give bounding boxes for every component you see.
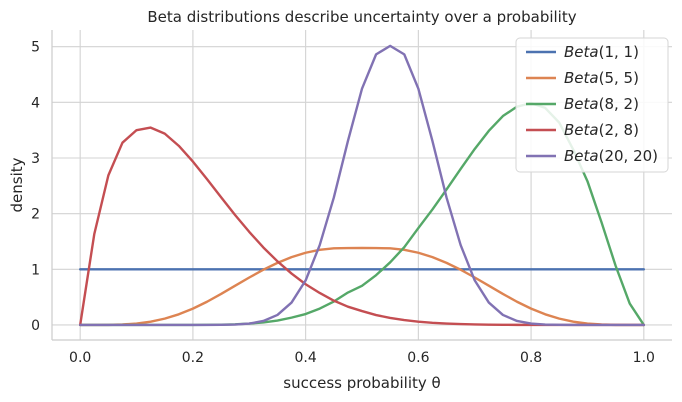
- y-tick-label: 4: [31, 95, 40, 111]
- y-tick-label: 1: [31, 262, 40, 278]
- legend-label: Beta(5, 5): [564, 69, 639, 87]
- tick-labels: 0.0 0.2 0.4 0.6 0.8 1.0 0 1 2 3 4 5: [31, 40, 655, 366]
- legend-label: Beta(1, 1): [564, 43, 639, 61]
- legend: Beta(1, 1) Beta(5, 5) Beta(8, 2) Beta(2, 8)…: [515, 37, 669, 173]
- y-tick-label: 5: [31, 40, 40, 56]
- x-tick-label: 0.4: [295, 350, 317, 366]
- x-tick-label: 0.2: [182, 350, 204, 366]
- y-tick-label: 0: [31, 318, 40, 334]
- y-tick-label: 3: [31, 151, 40, 167]
- y-tick-label: 2: [31, 207, 40, 223]
- series-line: [78, 246, 646, 327]
- legend-box: [515, 37, 669, 173]
- x-tick-label: 1.0: [633, 350, 655, 366]
- y-axis-label: density: [8, 157, 26, 212]
- legend-label: Beta(20, 20): [564, 147, 658, 165]
- legend-label: Beta(2, 8): [564, 121, 639, 139]
- chart-title: Beta distributions describe uncertainty …: [147, 8, 576, 26]
- axes: [51, 30, 672, 341]
- series-line: [78, 44, 646, 327]
- x-tick-label: 0.6: [407, 350, 429, 366]
- x-axis-label: success probability θ: [283, 374, 440, 392]
- x-tick-label: 0.8: [520, 350, 542, 366]
- x-tick-label: 0.0: [69, 350, 91, 366]
- legend-label: Beta(8, 2): [564, 95, 639, 113]
